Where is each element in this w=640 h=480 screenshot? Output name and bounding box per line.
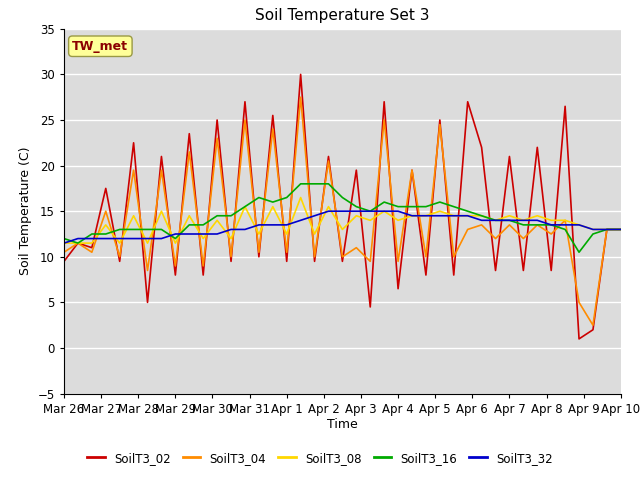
Legend: SoilT3_02, SoilT3_04, SoilT3_08, SoilT3_16, SoilT3_32: SoilT3_02, SoilT3_04, SoilT3_08, SoilT3_… bbox=[82, 447, 558, 469]
Title: Soil Temperature Set 3: Soil Temperature Set 3 bbox=[255, 9, 429, 24]
X-axis label: Time: Time bbox=[327, 419, 358, 432]
Text: TW_met: TW_met bbox=[72, 40, 129, 53]
Y-axis label: Soil Temperature (C): Soil Temperature (C) bbox=[19, 147, 32, 276]
